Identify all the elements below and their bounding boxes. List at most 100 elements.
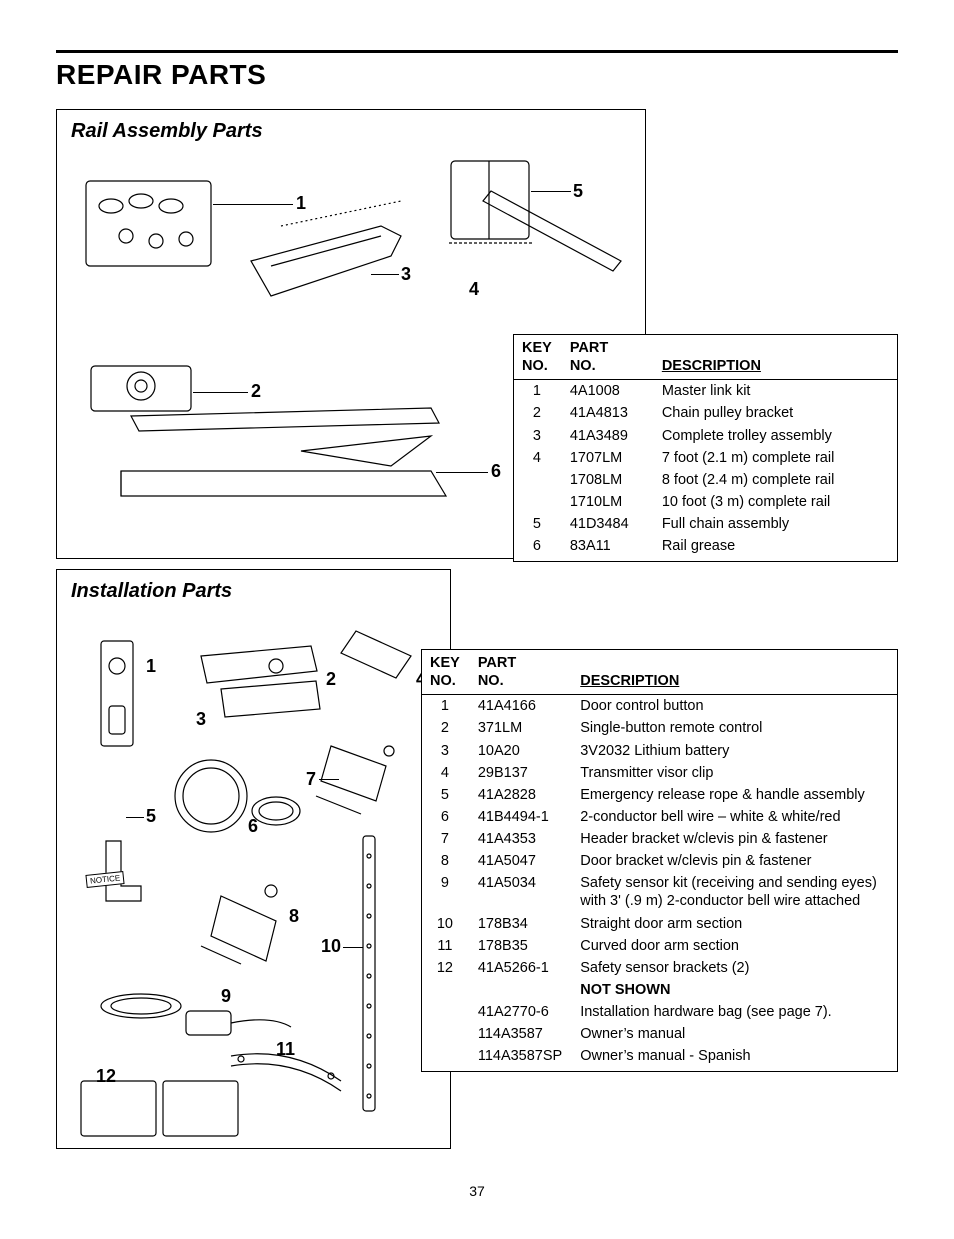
table-row: 41A2770-6Installation hardware bag (see …	[422, 1001, 898, 1023]
table-row: 310A203V2032 Lithium battery	[422, 740, 898, 762]
callout-i12: 12	[96, 1066, 116, 1087]
callout-i11: 11	[276, 1039, 295, 1060]
table-row: 114A3587SPOwner’s manual - Spanish	[422, 1045, 898, 1072]
table-row: 541A2828Emergency release rope & handle …	[422, 784, 898, 806]
cell-key: 2	[514, 402, 562, 424]
table-row: 2371LMSingle-button remote control	[422, 717, 898, 739]
callout-i2: 2	[326, 669, 336, 690]
cell-key: 3	[514, 425, 562, 447]
cell-key	[422, 1045, 470, 1072]
cell-part: 83A11	[562, 535, 654, 562]
cell-part: 1708LM	[562, 469, 654, 491]
cell-desc: 2-conductor bell wire – white & white/re…	[572, 806, 897, 828]
callout-i7: 7	[306, 769, 316, 790]
cell-part: 41A5034	[470, 872, 572, 912]
cell-desc: Header bracket w/clevis pin & fastener	[572, 828, 897, 850]
installation-table: KEY NO. PART NO. DESCRIPTION 141A4166Doo…	[421, 649, 898, 1072]
cell-desc: Emergency release rope & handle assembly	[572, 784, 897, 806]
cell-desc: Straight door arm section	[572, 913, 897, 935]
table-row: 11178B35Curved door arm section	[422, 935, 898, 957]
table-row: 1708LM8 foot (2.4 m) complete rail	[514, 469, 898, 491]
cell-part: 371LM	[470, 717, 572, 739]
leader-i10	[343, 947, 363, 948]
cell-part: 4A1008	[562, 380, 654, 403]
cell-part: 29B137	[470, 762, 572, 784]
cell-desc: Installation hardware bag (see page 7).	[572, 1001, 897, 1023]
cell-desc: Owner’s manual	[572, 1023, 897, 1045]
table-row: 114A3587Owner’s manual	[422, 1023, 898, 1045]
installation-diagram-box: Installation Parts	[56, 569, 451, 1149]
page-title: REPAIR PARTS	[56, 59, 898, 91]
leader-2	[193, 392, 248, 393]
cell-desc: Full chain assembly	[654, 513, 898, 535]
callout-1: 1	[296, 193, 306, 214]
cell-part: 41A4353	[470, 828, 572, 850]
table-row: 841A5047Door bracket w/clevis pin & fast…	[422, 850, 898, 872]
cell-key	[422, 1023, 470, 1045]
cell-desc: 3V2032 Lithium battery	[572, 740, 897, 762]
leader-i5	[126, 817, 144, 818]
callout-2: 2	[251, 381, 261, 402]
cell-key: 9	[422, 872, 470, 912]
callout-i6: 6	[248, 816, 258, 837]
leader-5	[531, 191, 571, 192]
cell-key	[422, 1001, 470, 1023]
callout-3: 3	[401, 264, 411, 285]
cell-key: 1	[422, 695, 470, 718]
rail-assembly-section: Rail Assembly Parts	[56, 109, 898, 559]
cell-key: 12	[422, 957, 470, 979]
cell-part: 41B4494-1	[470, 806, 572, 828]
cell-desc: Door bracket w/clevis pin & fastener	[572, 850, 897, 872]
table-row: 1710LM10 foot (3 m) complete rail	[514, 491, 898, 513]
cell-part: 10A20	[470, 740, 572, 762]
rail-assembly-table-wrap: KEY NO. PART NO. DESCRIPTION 14A1008Mast…	[513, 334, 898, 562]
cell-desc: Door control button	[572, 695, 897, 718]
installation-section: Installation Parts	[56, 569, 898, 1149]
cell-desc: 10 foot (3 m) complete rail	[654, 491, 898, 513]
callout-i8: 8	[289, 906, 299, 927]
th-desc2: DESCRIPTION	[572, 650, 897, 695]
cell-desc: Transmitter visor clip	[572, 762, 897, 784]
cell-desc: Complete trolley assembly	[654, 425, 898, 447]
callout-i1: 1	[146, 656, 156, 677]
th-key: KEY NO.	[514, 335, 562, 380]
cell-desc: Chain pulley bracket	[654, 402, 898, 424]
cell-desc: Master link kit	[654, 380, 898, 403]
cell-desc: Curved door arm section	[572, 935, 897, 957]
table-row: 683A11Rail grease	[514, 535, 898, 562]
cell-part: 41A4813	[562, 402, 654, 424]
table-row: 41707LM7 foot (2.1 m) complete rail	[514, 447, 898, 469]
cell-key: 8	[422, 850, 470, 872]
leader-3	[371, 274, 399, 275]
not-shown-label: NOT SHOWN	[572, 979, 897, 1001]
callout-6: 6	[491, 461, 501, 482]
table-row: 641B4494-12-conductor bell wire – white …	[422, 806, 898, 828]
cell-key: 5	[514, 513, 562, 535]
rail-assembly-title: Rail Assembly Parts	[71, 120, 631, 143]
cell-desc: 8 foot (2.4 m) complete rail	[654, 469, 898, 491]
table-row: 341A3489Complete trolley assembly	[514, 425, 898, 447]
cell-part: 178B34	[470, 913, 572, 935]
th-key2: KEY NO.	[422, 650, 470, 695]
cell-key: 10	[422, 913, 470, 935]
cell-key	[514, 491, 562, 513]
table-row: 14A1008Master link kit	[514, 380, 898, 403]
cell-part: 1707LM	[562, 447, 654, 469]
not-shown-row: NOT SHOWN	[422, 979, 898, 1001]
cell-desc: Safety sensor kit (receiving and sending…	[572, 872, 897, 912]
cell-desc: Safety sensor brackets (2)	[572, 957, 897, 979]
th-part: PART NO.	[562, 335, 654, 380]
th-desc: DESCRIPTION	[654, 335, 898, 380]
callout-5: 5	[573, 181, 583, 202]
top-rule	[56, 50, 898, 53]
cell-part: 41A4166	[470, 695, 572, 718]
th-part2: PART NO.	[470, 650, 572, 695]
cell-part: 41A5266-1	[470, 957, 572, 979]
cell-key: 5	[422, 784, 470, 806]
table-row: 429B137Transmitter visor clip	[422, 762, 898, 784]
installation-table-wrap: KEY NO. PART NO. DESCRIPTION 141A4166Doo…	[421, 649, 898, 1072]
cell-part: 114A3587SP	[470, 1045, 572, 1072]
cell-part: 41D3484	[562, 513, 654, 535]
table-row: 541D3484Full chain assembly	[514, 513, 898, 535]
cell-part: 114A3587	[470, 1023, 572, 1045]
